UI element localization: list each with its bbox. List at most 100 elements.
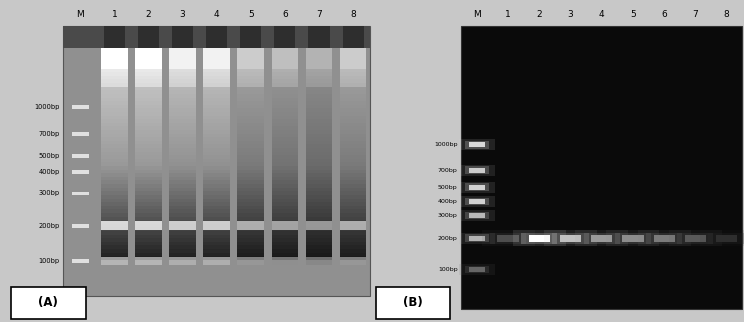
Bar bbox=[237, 195, 264, 199]
Bar bbox=[237, 234, 264, 239]
Bar bbox=[101, 257, 128, 265]
Bar bbox=[135, 195, 161, 199]
Bar bbox=[306, 234, 333, 239]
Bar bbox=[272, 256, 298, 260]
Bar bbox=[170, 170, 196, 174]
Bar bbox=[306, 173, 333, 177]
Bar bbox=[340, 180, 366, 185]
Bar bbox=[135, 116, 161, 119]
Bar bbox=[591, 235, 612, 242]
Bar bbox=[272, 245, 298, 249]
Bar bbox=[237, 76, 264, 80]
Bar bbox=[237, 152, 264, 156]
Bar bbox=[529, 235, 550, 242]
Bar bbox=[170, 231, 196, 235]
Bar bbox=[272, 188, 298, 192]
Bar bbox=[272, 206, 298, 210]
Bar bbox=[203, 72, 230, 76]
Bar bbox=[340, 256, 366, 260]
Bar bbox=[101, 98, 128, 101]
Bar bbox=[63, 26, 371, 296]
Bar bbox=[203, 83, 230, 87]
Bar bbox=[101, 141, 128, 145]
Bar bbox=[306, 108, 333, 112]
Bar bbox=[135, 137, 161, 141]
Bar bbox=[203, 112, 230, 116]
Bar bbox=[203, 209, 230, 213]
Bar bbox=[170, 43, 196, 47]
Bar bbox=[306, 65, 333, 69]
Bar bbox=[135, 166, 161, 170]
Bar bbox=[340, 94, 366, 98]
Bar bbox=[170, 123, 196, 127]
Bar bbox=[340, 155, 366, 159]
Bar bbox=[272, 51, 298, 55]
Bar bbox=[71, 132, 89, 136]
Bar bbox=[170, 51, 196, 55]
Bar bbox=[101, 227, 128, 231]
Bar bbox=[135, 54, 161, 58]
Bar bbox=[340, 80, 366, 83]
Bar bbox=[272, 87, 298, 91]
Bar bbox=[340, 87, 366, 91]
Bar bbox=[203, 47, 230, 51]
Bar bbox=[340, 202, 366, 206]
Bar bbox=[306, 245, 333, 249]
Bar bbox=[237, 213, 264, 217]
Bar bbox=[306, 220, 333, 224]
Bar bbox=[170, 62, 196, 65]
Bar bbox=[135, 202, 161, 206]
Bar bbox=[101, 105, 128, 109]
Bar bbox=[340, 134, 366, 137]
Bar bbox=[306, 123, 333, 127]
Text: 1000bp: 1000bp bbox=[434, 142, 458, 147]
Bar bbox=[135, 249, 161, 253]
Text: 7: 7 bbox=[693, 10, 698, 19]
Bar bbox=[135, 51, 161, 55]
Text: 200bp: 200bp bbox=[437, 236, 458, 241]
Bar bbox=[135, 112, 161, 116]
Bar bbox=[237, 119, 264, 123]
Bar bbox=[272, 137, 298, 141]
Bar bbox=[135, 144, 161, 148]
Bar bbox=[306, 137, 333, 141]
Bar bbox=[135, 65, 161, 69]
Text: 400bp: 400bp bbox=[38, 169, 60, 175]
Bar bbox=[170, 252, 196, 257]
Bar bbox=[340, 188, 366, 192]
Bar bbox=[101, 134, 128, 137]
Bar bbox=[101, 234, 128, 239]
Bar bbox=[203, 227, 230, 231]
Bar bbox=[272, 224, 298, 228]
Bar bbox=[135, 209, 161, 213]
Bar bbox=[716, 235, 737, 242]
Bar bbox=[170, 257, 196, 265]
Bar bbox=[170, 162, 196, 166]
Bar bbox=[237, 112, 264, 116]
Bar bbox=[237, 252, 264, 257]
Bar bbox=[203, 94, 230, 98]
Bar bbox=[203, 202, 230, 206]
Bar bbox=[237, 245, 264, 249]
Bar bbox=[203, 257, 230, 265]
Bar bbox=[170, 216, 196, 221]
Bar bbox=[203, 148, 230, 152]
Bar bbox=[135, 83, 161, 87]
Bar bbox=[203, 101, 230, 105]
Bar bbox=[272, 69, 298, 73]
Bar bbox=[203, 191, 230, 195]
Bar bbox=[135, 58, 161, 62]
Bar bbox=[272, 112, 298, 116]
Bar bbox=[101, 216, 128, 221]
Bar bbox=[170, 101, 196, 105]
Bar bbox=[203, 222, 230, 231]
Bar bbox=[206, 26, 227, 48]
Bar bbox=[237, 166, 264, 170]
Bar bbox=[622, 235, 644, 242]
Bar bbox=[135, 87, 161, 91]
Bar bbox=[170, 137, 196, 141]
Bar bbox=[459, 139, 495, 150]
Bar bbox=[465, 198, 489, 205]
Bar bbox=[135, 222, 161, 231]
Bar bbox=[135, 224, 161, 228]
